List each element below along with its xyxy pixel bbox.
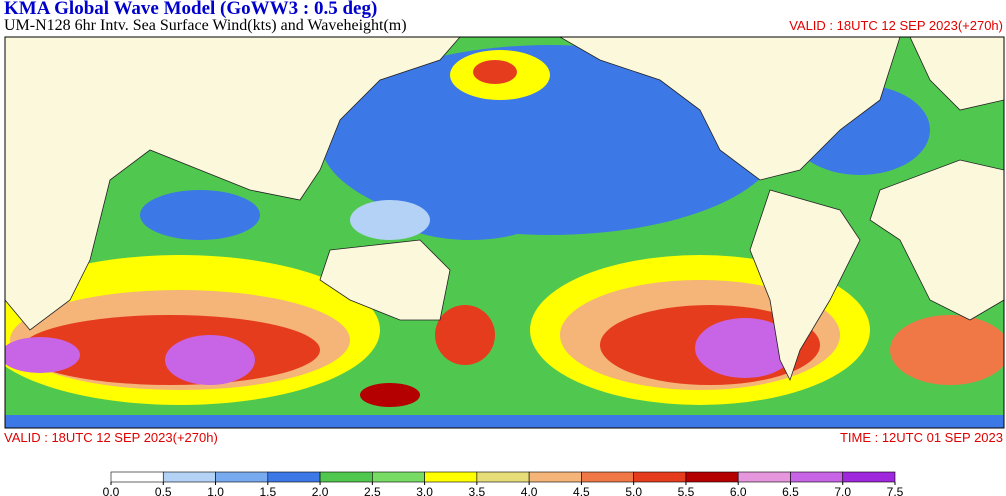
colorbar-box: [737, 471, 791, 483]
colorbar-box: [633, 471, 687, 483]
title: KMA Global Wave Model (GoWW3 : 0.5 deg): [4, 0, 377, 19]
colorbar: 0.0 0.5 1.0 1.5 2.0 2.5 3.0 3.5 4.0 4.5 5.0 5.5 6.0 6…: [103, 471, 904, 496]
colorbar-box: [319, 471, 373, 483]
subtitle: UM-N128 6hr Intv. Sea Surface Wind(kts) …: [4, 17, 407, 34]
colorbar-label: 4.0: [521, 485, 538, 496]
footer-valid: VALID : 18UTC 12 SEP 2023(+270h): [4, 430, 218, 445]
colorbar-box: [842, 471, 896, 483]
colorbar-label: 1.5: [259, 485, 276, 496]
colorbar-label: 0.0: [103, 485, 120, 496]
colorbar-box: [424, 471, 478, 483]
colorbar-label: 6.0: [730, 485, 747, 496]
colorbar-label: 5.5: [678, 485, 695, 496]
colorbar-label: 6.5: [782, 485, 799, 496]
colorbar-label: 5.0: [625, 485, 642, 496]
colorbar-label: 1.0: [207, 485, 224, 496]
colorbar-box: [790, 471, 844, 483]
colorbar-label: 3.0: [416, 485, 433, 496]
colorbar-box: [372, 471, 425, 483]
colorbar-label: 2.0: [312, 485, 329, 496]
map: [4, 36, 1005, 429]
colorbar-box: [215, 471, 269, 483]
colorbar-box: [528, 471, 582, 483]
colorbar-box: [110, 471, 164, 483]
colorbar-label: 4.5: [573, 485, 590, 496]
colorbar-label: 0.5: [155, 485, 172, 496]
colorbar-box: [162, 471, 216, 483]
colorbar-box: [685, 471, 739, 483]
colorbar-box: [581, 471, 634, 483]
valid-time: VALID : 18UTC 12 SEP 2023(+270h): [789, 18, 1003, 33]
colorbar-label: 7.5: [887, 485, 904, 496]
colorbar-box: [476, 471, 530, 483]
colorbar-box: [267, 471, 321, 483]
colorbar-label: 3.5: [469, 485, 486, 496]
colorbar-label: 2.5: [364, 485, 381, 496]
footer-time: TIME : 12UTC 01 SEP 2023: [840, 430, 1003, 445]
colorbar-label: 7.0: [834, 485, 851, 496]
